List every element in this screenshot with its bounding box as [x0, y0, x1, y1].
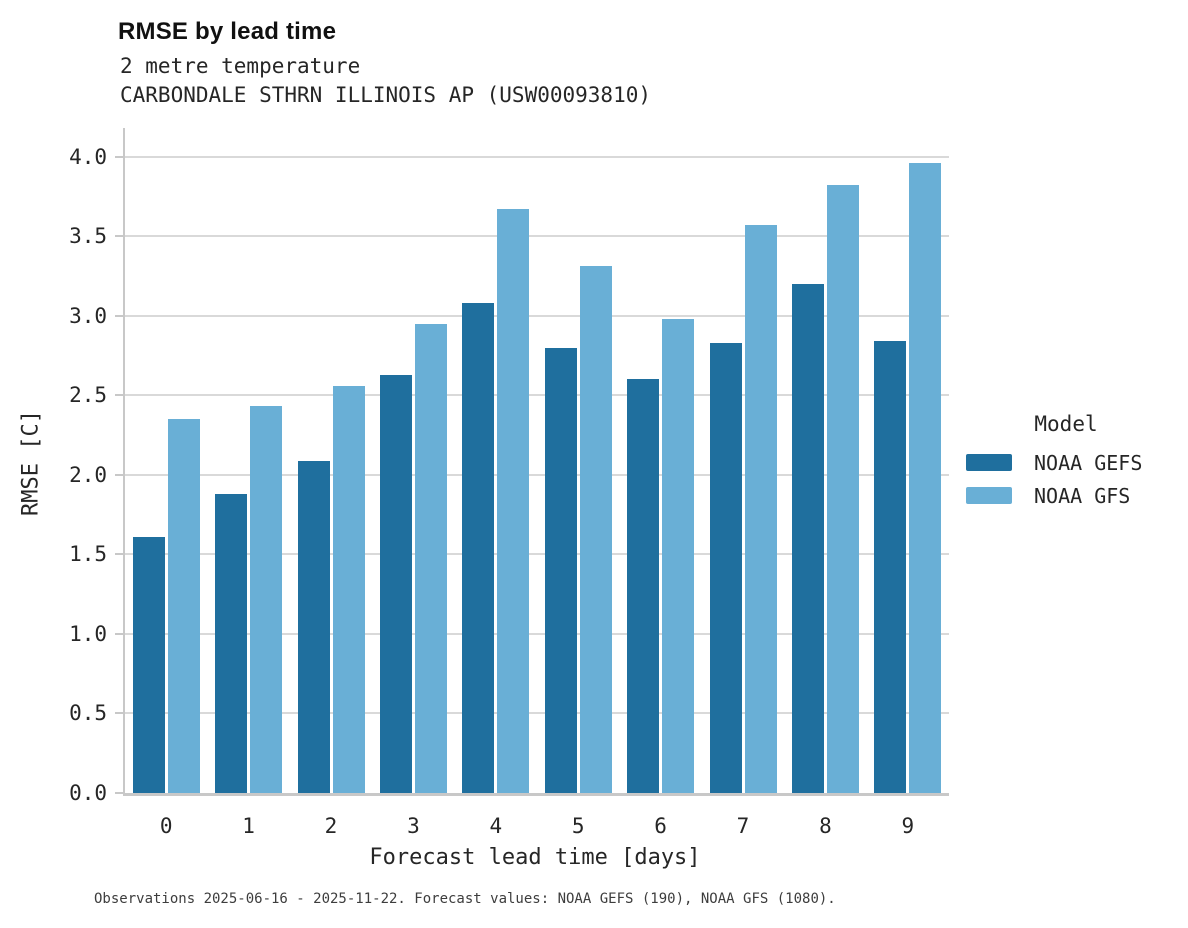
bar-noaa-gfs-lead-7 — [744, 225, 777, 793]
bar-noaa-gefs-lead-5 — [544, 347, 577, 793]
bar-noaa-gefs-lead-1 — [215, 493, 248, 793]
bar-noaa-gefs-lead-4 — [462, 303, 495, 793]
bar-noaa-gefs-lead-8 — [791, 283, 824, 793]
footer-note: Observations 2025-06-16 - 2025-11-22. Fo… — [94, 891, 836, 907]
y-tick-mark — [115, 712, 123, 715]
y-axis-title: RMSE [C] — [18, 410, 44, 516]
legend-item-label: NOAA GEFS — [1034, 450, 1143, 475]
y-gridline — [125, 712, 949, 715]
y-tick-label: 0.0 — [69, 781, 107, 805]
bar-noaa-gefs-lead-2 — [297, 460, 330, 793]
y-tick-label: 4.0 — [69, 144, 107, 169]
y-tick-label: 3.5 — [69, 224, 107, 249]
bar-noaa-gefs-lead-6 — [627, 379, 660, 793]
bar-noaa-gfs-lead-8 — [826, 185, 859, 793]
chart-title: RMSE by lead time — [118, 18, 337, 45]
y-gridline — [125, 394, 949, 397]
y-gridline — [125, 314, 949, 317]
bar-noaa-gfs-lead-5 — [579, 266, 612, 793]
legend: Model NOAA GEFS NOAA GFS — [966, 412, 1178, 512]
y-gridline — [125, 473, 949, 476]
y-tick-mark — [115, 473, 123, 476]
legend-title: Model — [1034, 412, 1098, 436]
y-tick-label: 1.0 — [69, 621, 107, 646]
y-tick-mark — [115, 235, 123, 238]
y-tick-label: 1.5 — [69, 542, 107, 567]
x-axis-title: Forecast lead time [days] — [369, 845, 701, 870]
y-tick-label: 0.5 — [69, 701, 107, 726]
y-gridline — [125, 155, 949, 158]
y-tick-label: 3.0 — [69, 303, 107, 328]
chart-subtitle: 2 metre temperature CARBONDALE STHRN ILL… — [120, 52, 651, 110]
bar-noaa-gfs-lead-3 — [414, 323, 447, 793]
bar-noaa-gefs-lead-3 — [379, 374, 412, 793]
bar-noaa-gfs-lead-6 — [662, 318, 695, 793]
bar-noaa-gfs-lead-1 — [250, 406, 283, 793]
x-tick-label: 2 — [324, 814, 338, 838]
chart-subtitle-line-1: 2 metre temperature — [120, 54, 361, 78]
legend-item-label: NOAA GFS — [1034, 483, 1131, 508]
y-tick-mark — [115, 632, 123, 635]
y-tick-mark — [115, 394, 123, 397]
y-tick-label: 2.5 — [69, 383, 107, 408]
x-tick-label: 7 — [736, 814, 750, 838]
plot-area: 0.0 0.5 1.0 1.5 2.0 2.5 3.0 3.5 4.0 0 1 2 3 4 5 6 7 8 9 — [69, 128, 949, 838]
y-gridline — [125, 235, 949, 238]
y-tick-mark — [115, 314, 123, 317]
y-tick-mark — [115, 792, 123, 794]
legend-swatch-noaa-gefs — [966, 454, 1012, 471]
x-tick-label: 5 — [571, 814, 585, 838]
x-tick-label: 0 — [159, 814, 173, 838]
bar-noaa-gfs-lead-9 — [909, 163, 942, 793]
bar-noaa-gefs-lead-7 — [709, 342, 742, 793]
y-tick-mark — [115, 155, 123, 158]
bar-noaa-gfs-lead-2 — [332, 385, 365, 793]
x-tick-label: 3 — [407, 814, 420, 838]
legend-item: NOAA GFS — [966, 479, 1178, 512]
legend-swatch-noaa-gfs — [966, 487, 1012, 504]
y-gridline — [125, 553, 949, 556]
y-gridline — [125, 632, 949, 635]
chart-subtitle-line-2: CARBONDALE STHRN ILLINOIS AP (USW0009381… — [120, 83, 652, 107]
x-tick-label: 6 — [654, 814, 667, 838]
x-tick-label: 8 — [819, 814, 832, 838]
y-tick-mark — [115, 553, 123, 556]
bar-noaa-gefs-lead-0 — [132, 536, 165, 793]
bar-noaa-gefs-lead-9 — [874, 341, 907, 793]
bar-noaa-gfs-lead-4 — [497, 209, 530, 793]
bar-noaa-gfs-lead-0 — [167, 419, 200, 793]
x-tick-label: 9 — [901, 814, 915, 838]
x-tick-label: 4 — [489, 814, 503, 838]
legend-item: NOAA GEFS — [966, 446, 1178, 479]
y-tick-label: 2.0 — [69, 462, 107, 487]
x-tick-label: 1 — [242, 814, 255, 838]
